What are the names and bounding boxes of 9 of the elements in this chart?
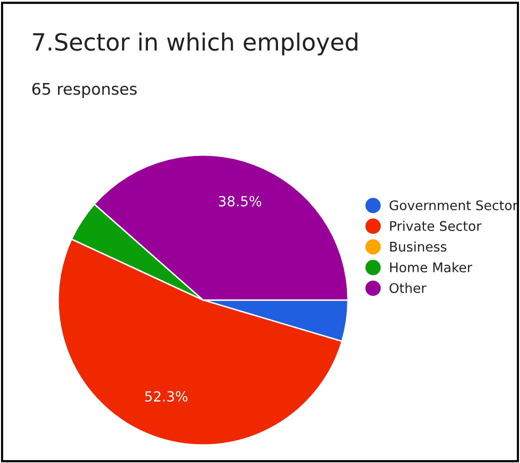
chart-subtitle: 65 responses — [32, 82, 137, 98]
legend-label: Other — [390, 282, 426, 294]
chart-title: 7.Sector in which employed — [33, 32, 358, 56]
legend-label: Home Maker — [390, 262, 472, 272]
data-label: 38.5% — [218, 196, 262, 206]
legend-label: Business — [390, 241, 446, 252]
legend-label: Private Sector — [390, 220, 482, 231]
data-label: 52.3% — [145, 391, 188, 402]
legend-label: Government Sector — [390, 200, 518, 210]
